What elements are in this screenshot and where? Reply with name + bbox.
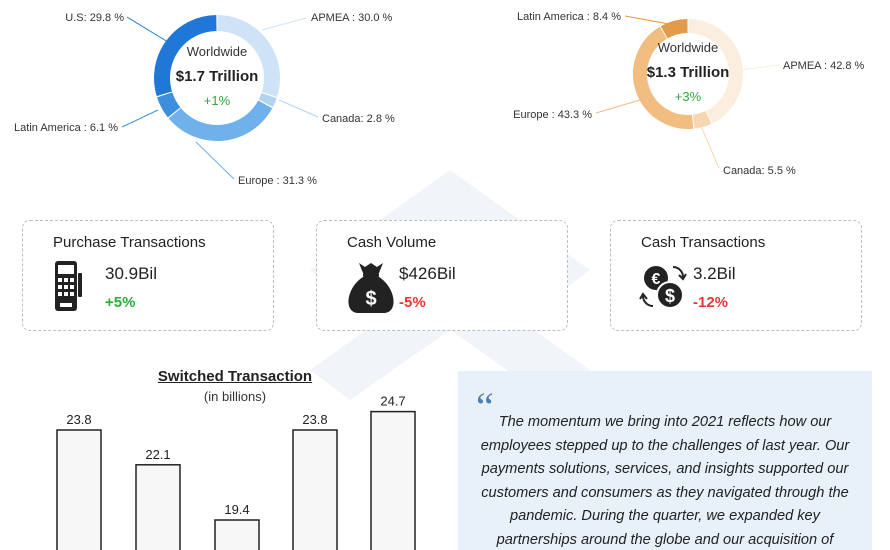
card-value: $426Bil [399,264,456,283]
bar-value-label: 23.8 [66,412,91,427]
currency-exchange-icon: € $ [639,266,687,309]
donut-charts: APMEA : 30.0 % Canada: 2.8 % Europe : 31.3… [14,11,865,187]
donut-slice-apmea [217,15,280,97]
slice-leader-line [739,64,780,71]
donut-slice-canada [692,110,712,129]
donut-slice-latin-america [660,19,688,39]
slice-label: Canada: 5.5 % [723,165,796,177]
donut-center-total: $1.7 Trillion [176,68,259,85]
card-value: 30.9Bil [105,264,157,283]
card-title: Cash Volume [347,234,437,251]
card-cash-volume: Cash Volume $ $426Bil -5% [316,220,568,331]
bar-5 [370,410,416,550]
bar-value-label: 24.7 [380,394,405,409]
svg-text:€: € [652,271,661,288]
slice-leader-line [195,141,235,180]
card-change: -5% [399,294,426,311]
quote-box: “ The momentum we bring into 2021 reflec… [458,371,872,550]
slice-label: Europe : 43.3 % [513,109,592,121]
card-cash-transactions: Cash Transactions € $ 3.2Bil -12% [610,220,862,331]
donut-slice-canada [258,92,277,108]
bar-4 [292,429,338,550]
svg-text:$: $ [665,286,675,306]
bar-value-label: 22.1 [145,447,170,462]
quote-mark-icon: “ [476,384,494,429]
bar-chart-subtitle: (in billions) [203,389,267,404]
slice-label: APMEA : 42.8 % [783,60,865,72]
slice-label: U.S: 29.8 % [65,12,124,24]
card-title: Purchase Transactions [53,234,206,251]
donut-slice-apmea [688,19,743,124]
bar-2 [135,464,181,550]
donut-center-change: +1% [204,93,231,108]
card-value: 3.2Bil [693,264,736,283]
bar-chart-title: Switched Transaction [157,368,313,385]
donut-center-total: $1.3 Trillion [647,64,730,81]
bar-value-label: 23.8 [302,412,327,427]
slice-leader-line [121,109,159,128]
slice-leader-line [595,99,641,114]
slice-label: Latin America : 6.1 % [14,122,118,134]
slice-leader-line [261,17,307,31]
slice-leader-line [278,99,319,118]
donut-slice-europe [633,26,694,129]
quote-text: The momentum we bring into 2021 reflects… [480,414,850,548]
pos-terminal-icon [55,261,82,311]
card-change: +5% [105,294,136,311]
bar-value-label: 19.4 [224,502,249,517]
money-bag-icon: $ [348,263,394,313]
donut-slice-u-s- [154,15,217,97]
bar-1 [56,429,102,550]
slice-label: Latin America : 8.4 % [517,11,621,23]
card-purchase-transactions: Purchase Transactions 30.9Bil +5% [22,220,274,331]
slice-label: Canada: 2.8 % [322,113,395,125]
bar-3 [214,519,260,550]
slice-leader-line [699,123,720,169]
card-change: -12% [693,294,729,311]
donut-slice-latin-america [157,92,181,118]
slice-label: APMEA : 30.0 % [311,12,393,24]
svg-text:$: $ [365,288,376,310]
donut-center-title: Worldwide [187,44,247,59]
slice-leader-line [126,16,169,43]
donut-slice-europe [168,100,273,141]
slice-leader-line [624,15,681,27]
donut-center-change: +3% [675,89,702,104]
slice-label: Europe : 31.3 % [238,175,317,187]
card-title: Cash Transactions [641,234,766,251]
donut-center-title: Worldwide [658,40,718,55]
